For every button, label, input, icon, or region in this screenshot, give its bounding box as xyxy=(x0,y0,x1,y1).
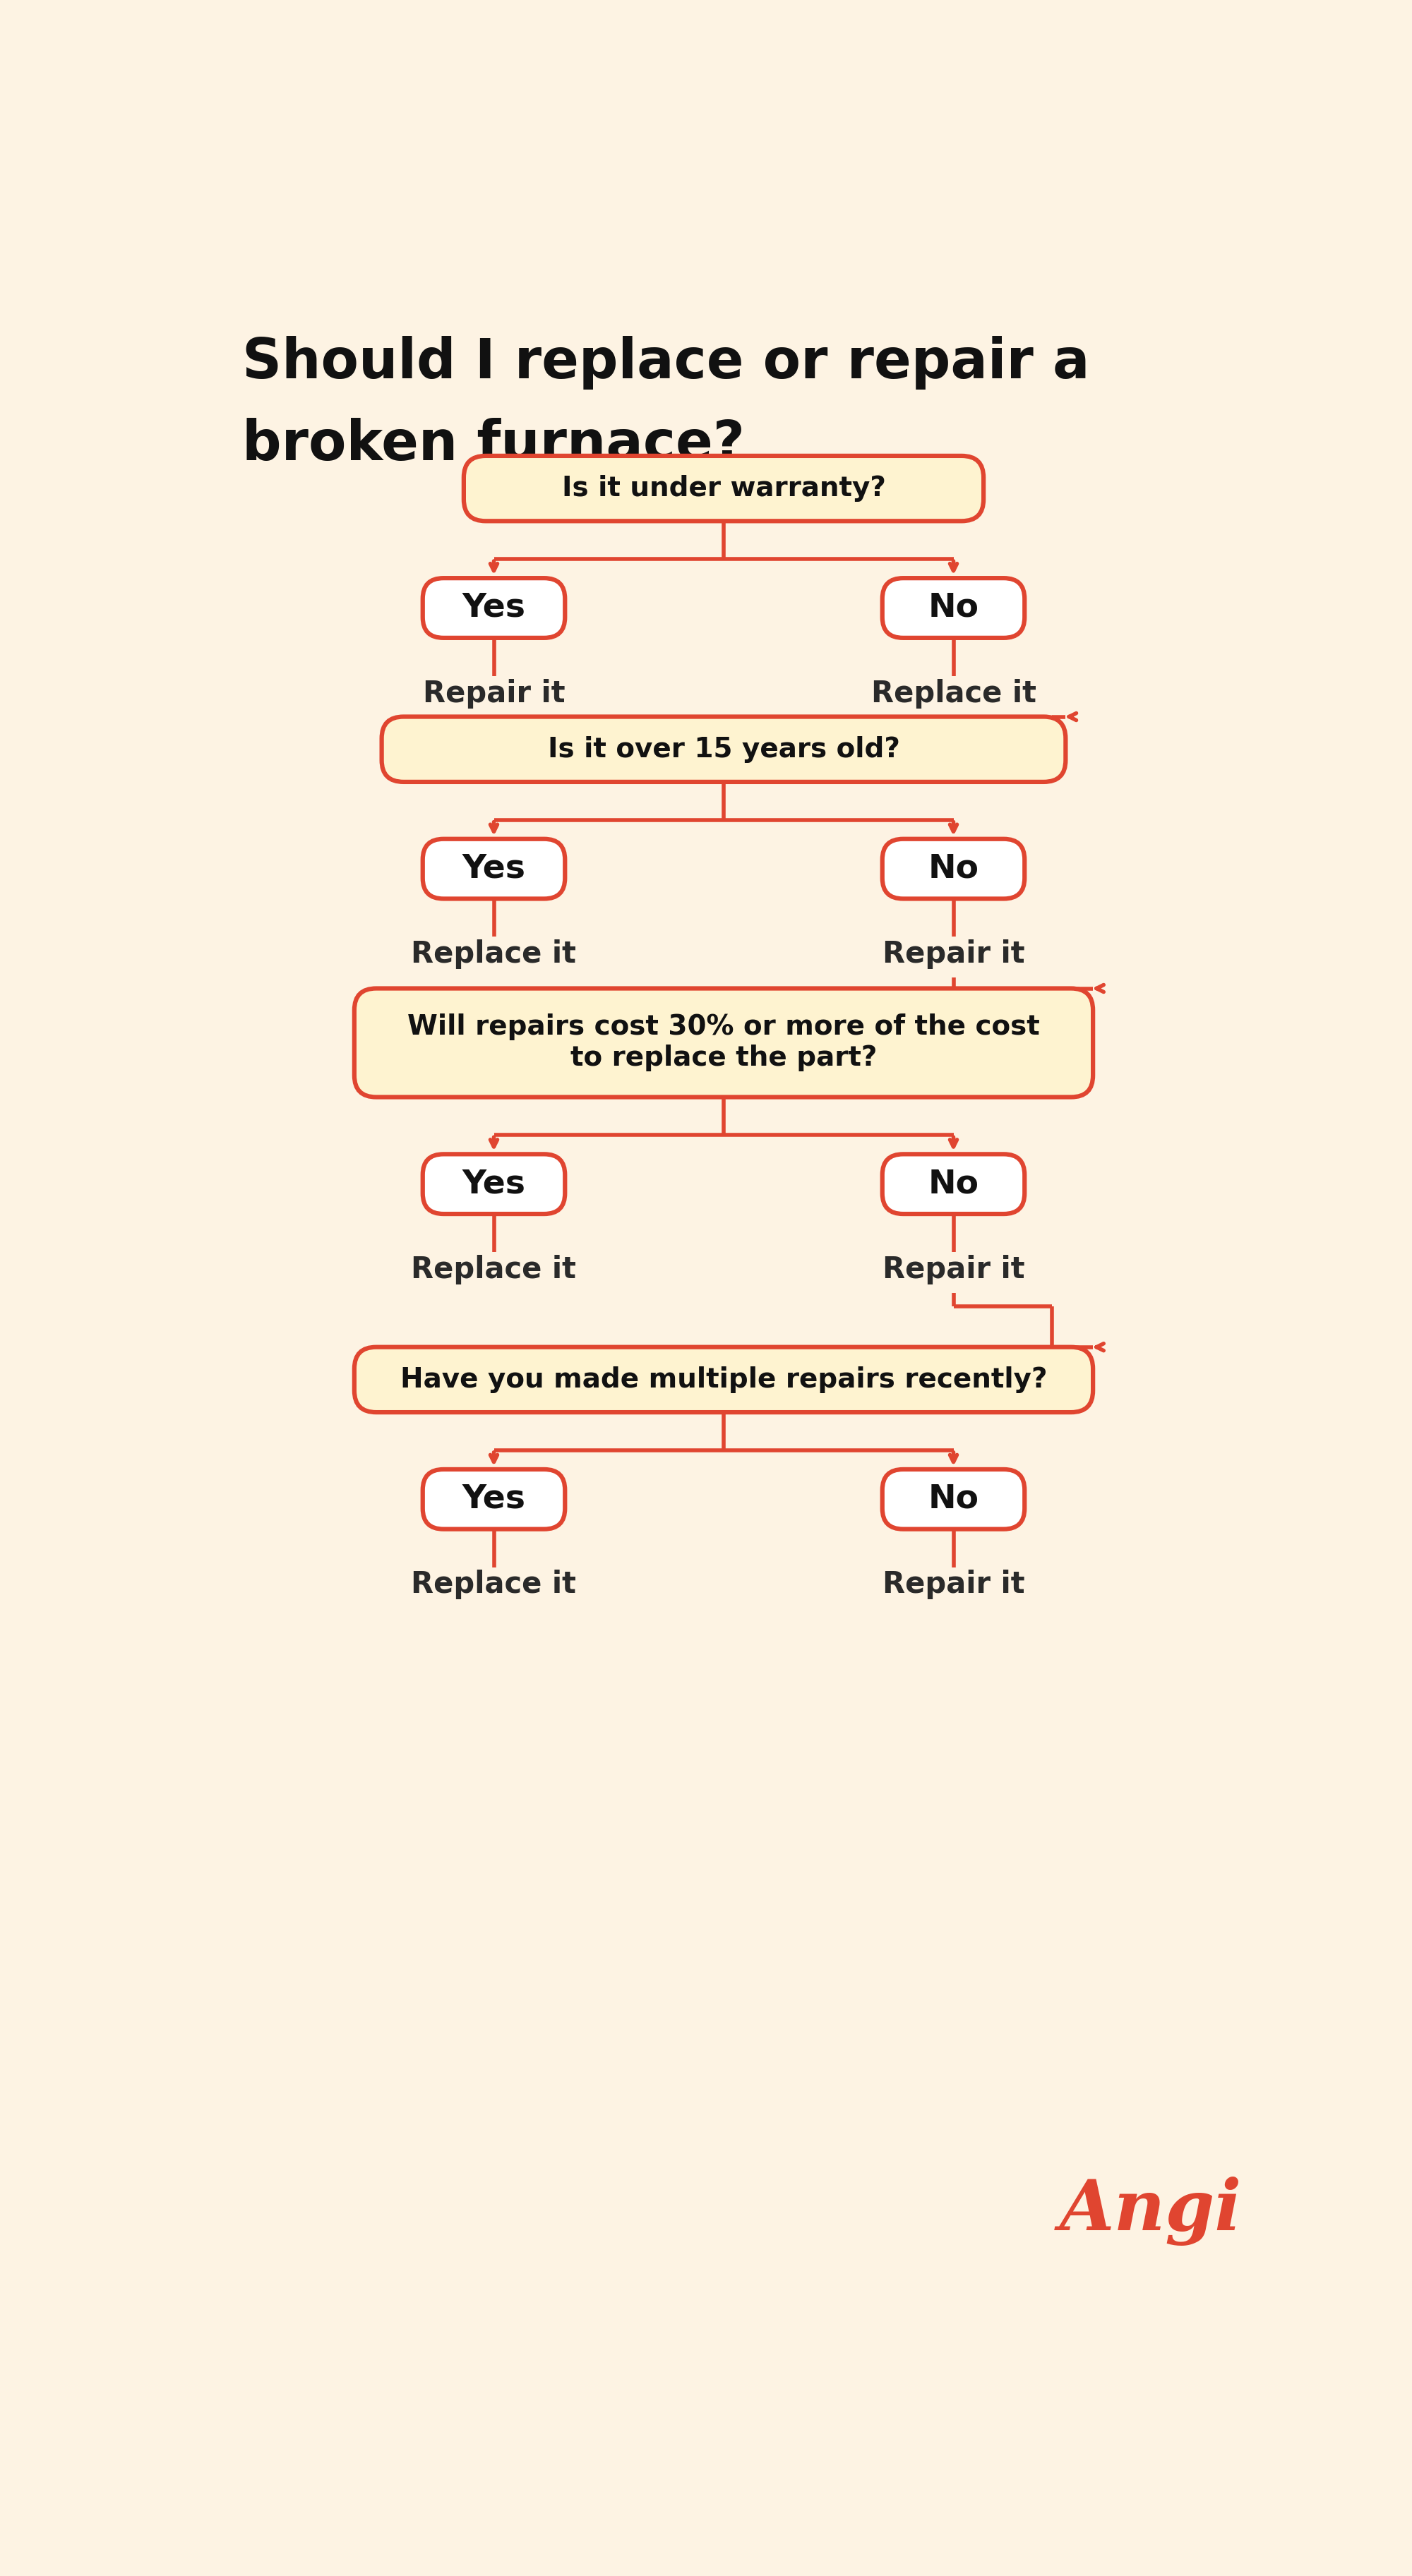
FancyBboxPatch shape xyxy=(882,840,1025,899)
Text: Should I replace or repair a: Should I replace or repair a xyxy=(243,337,1090,389)
Text: Yes: Yes xyxy=(462,853,525,884)
Text: Have you made multiple repairs recently?: Have you made multiple repairs recently? xyxy=(400,1365,1048,1394)
Text: Repair it: Repair it xyxy=(882,940,1025,969)
FancyBboxPatch shape xyxy=(882,1468,1025,1530)
FancyBboxPatch shape xyxy=(354,989,1093,1097)
FancyBboxPatch shape xyxy=(422,840,565,899)
FancyBboxPatch shape xyxy=(381,716,1066,783)
Text: Repair it: Repair it xyxy=(882,1569,1025,1600)
Text: Will repairs cost 30% or more of the cost
to replace the part?: Will repairs cost 30% or more of the cos… xyxy=(408,1015,1039,1072)
Text: Replace it: Replace it xyxy=(411,1569,576,1600)
Text: Yes: Yes xyxy=(462,592,525,623)
Text: No: No xyxy=(928,592,979,623)
FancyBboxPatch shape xyxy=(882,1154,1025,1213)
Text: Yes: Yes xyxy=(462,1484,525,1515)
Text: broken furnace?: broken furnace? xyxy=(243,417,744,471)
FancyBboxPatch shape xyxy=(882,577,1025,639)
Text: No: No xyxy=(928,853,979,884)
FancyBboxPatch shape xyxy=(422,1468,565,1530)
Text: Is it under warranty?: Is it under warranty? xyxy=(562,474,885,502)
FancyBboxPatch shape xyxy=(354,1347,1093,1412)
FancyBboxPatch shape xyxy=(422,1154,565,1213)
Text: Is it over 15 years old?: Is it over 15 years old? xyxy=(548,737,899,762)
Text: Replace it: Replace it xyxy=(411,940,576,969)
Text: Angi: Angi xyxy=(1059,2177,1241,2246)
Text: No: No xyxy=(928,1484,979,1515)
Text: No: No xyxy=(928,1167,979,1200)
Text: Replace it: Replace it xyxy=(871,677,1036,708)
Text: Replace it: Replace it xyxy=(411,1255,576,1285)
FancyBboxPatch shape xyxy=(463,456,984,520)
Text: Repair it: Repair it xyxy=(882,1255,1025,1285)
FancyBboxPatch shape xyxy=(422,577,565,639)
Text: Yes: Yes xyxy=(462,1167,525,1200)
Text: Repair it: Repair it xyxy=(422,677,565,708)
